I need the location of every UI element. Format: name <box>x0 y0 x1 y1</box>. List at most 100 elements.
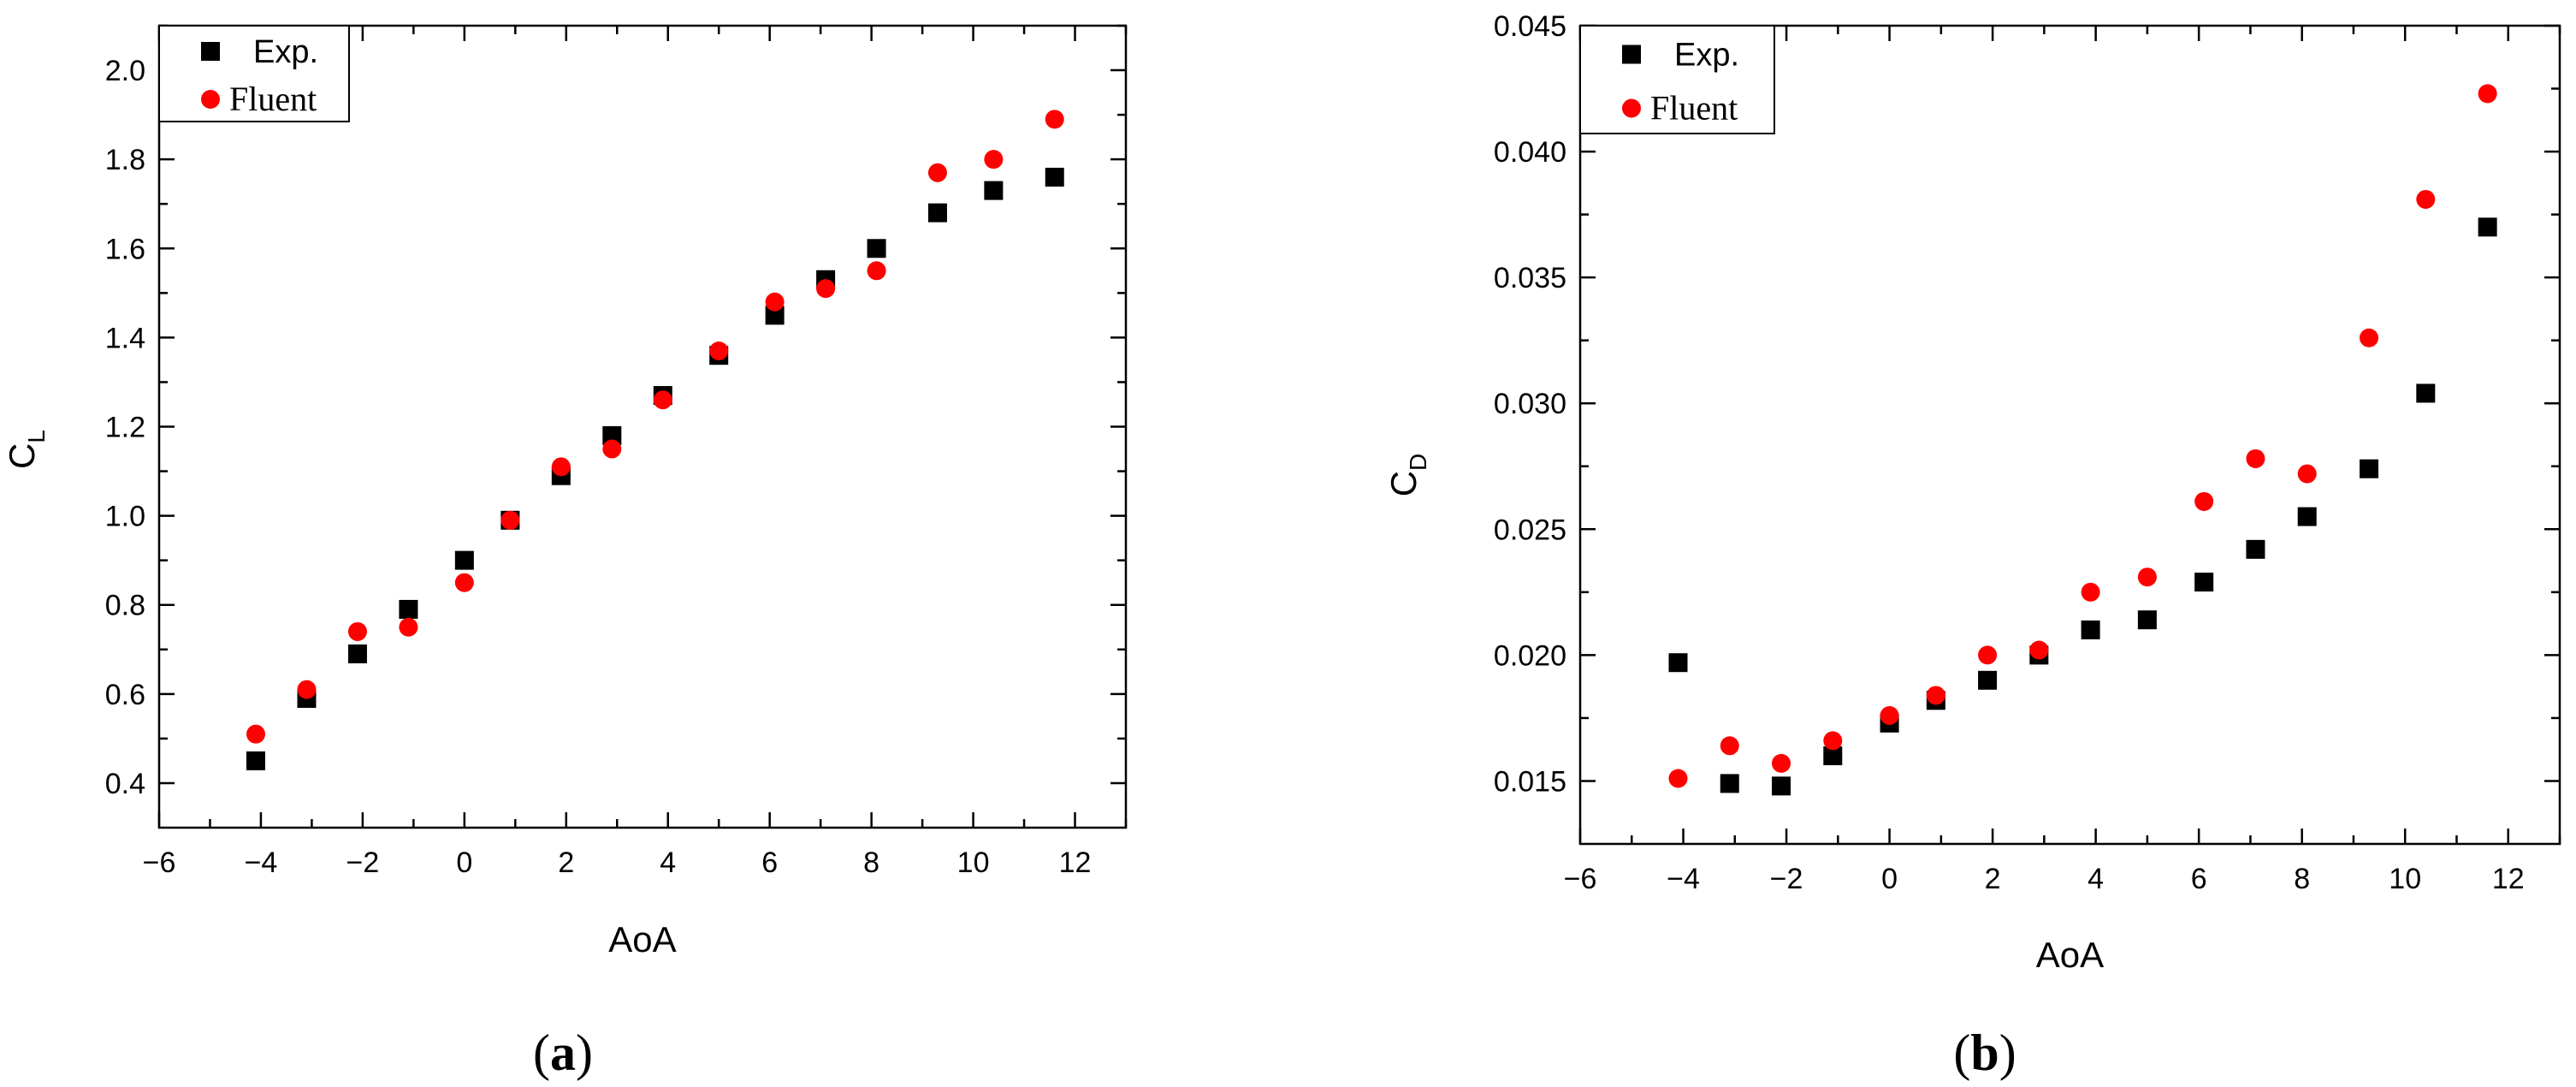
series-fluent <box>1668 84 2497 788</box>
legend-exp-label: Exp. <box>1674 38 1739 74</box>
panel-letter: a <box>550 1025 576 1081</box>
exp-point <box>2416 383 2436 403</box>
exp-point <box>246 751 265 770</box>
y-tick-label: 0.8 <box>105 590 145 622</box>
y-tick-label: 0.045 <box>1494 10 1566 43</box>
x-tick-label: 0 <box>456 846 472 879</box>
legend-fluent-marker <box>1622 98 1641 118</box>
exp-point <box>2478 217 2497 237</box>
panel-label: (a) <box>533 1025 593 1081</box>
fluent-point <box>399 617 418 637</box>
y-axis-title-main: C <box>1383 471 1424 496</box>
fluent-point <box>1720 736 1739 756</box>
x-axis-title: AoA <box>2036 935 2104 975</box>
y-axis-title-subscript: D <box>1405 454 1431 471</box>
fluent-point <box>551 457 571 477</box>
y-tick-label: 1.6 <box>105 233 145 265</box>
chart-panel-a: −6 −4 −2 0 2 4 6 8 10 12 0.4 0.6 0.8 1.0 1.2 1.4 1.6 1.8 2… <box>2 24 1128 1081</box>
fluent-point <box>1668 769 1688 788</box>
x-tick-label: 12 <box>1059 846 1092 879</box>
x-tick-label: 4 <box>660 846 676 879</box>
legend-exp-label: Exp. <box>253 34 318 70</box>
fluent-point <box>1926 686 1945 705</box>
exp-point <box>765 306 785 325</box>
exp-point <box>2194 573 2214 592</box>
y-axis-title: CL <box>2 430 50 469</box>
x-tick-label: 12 <box>2492 863 2525 895</box>
y-tick-label: 1.8 <box>105 144 145 176</box>
y-tick-label: 0.4 <box>105 768 145 800</box>
fluent-point <box>2297 464 2317 484</box>
x-tick-label: 6 <box>761 846 778 879</box>
exp-point <box>1823 746 1843 766</box>
y-tick-label: 1.2 <box>105 412 145 444</box>
exp-point <box>927 203 947 223</box>
fluent-point <box>984 150 1004 169</box>
legend: Exp. Fluent <box>1579 25 1775 134</box>
y-tick-label: 2.0 <box>105 55 145 87</box>
series-exp <box>1668 217 2497 796</box>
exp-point <box>1772 776 1791 796</box>
fluent-point <box>653 390 672 410</box>
x-tick-label: −6 <box>143 846 176 879</box>
fluent-point <box>2416 189 2436 209</box>
fluent-point <box>2137 567 2157 587</box>
series-exp <box>246 167 1064 770</box>
x-tick-label: 0 <box>1881 863 1898 895</box>
x-tick-label: 4 <box>2087 863 2104 895</box>
y-tick-label: 0.015 <box>1494 765 1566 798</box>
fluent-point <box>709 342 729 361</box>
legend-box <box>158 25 350 122</box>
fluent-point <box>867 261 886 281</box>
exp-point <box>984 181 1004 200</box>
exp-point <box>1045 167 1064 187</box>
legend-exp-marker <box>201 42 220 61</box>
legend-fluent-label: Fluent <box>229 80 317 118</box>
fluent-point <box>602 439 622 459</box>
fluent-point <box>816 279 836 299</box>
fluent-point <box>246 724 265 744</box>
x-tick-label: −4 <box>245 846 278 879</box>
x-axis-title: AoA <box>608 919 676 959</box>
fluent-point <box>2029 640 2049 660</box>
x-tick-label: −2 <box>1770 863 1803 895</box>
exp-point <box>399 599 418 619</box>
y-tick-label: 1.0 <box>105 501 145 533</box>
fluent-point <box>2081 582 2100 602</box>
exp-point <box>1720 774 1739 793</box>
x-tick-label: 2 <box>558 846 574 879</box>
x-tick-label: −2 <box>346 846 380 879</box>
x-tick-label: 2 <box>1985 863 2001 895</box>
fluent-point <box>500 510 520 530</box>
legend-box <box>1579 25 1775 134</box>
plot-frame <box>1578 24 2561 846</box>
legend-exp-marker <box>1622 45 1641 64</box>
x-tick-label: 8 <box>2294 863 2310 895</box>
y-axis-title-main: C <box>2 443 42 469</box>
y-axis-title: CD <box>1383 454 1431 497</box>
fluent-point <box>1978 645 1998 665</box>
fluent-point <box>1772 753 1791 773</box>
exp-point <box>867 239 886 258</box>
panel-letter: b <box>1970 1025 1999 1081</box>
fluent-point <box>1045 110 1064 129</box>
exp-point <box>1978 670 1998 690</box>
fluent-point <box>1880 705 1899 725</box>
y-tick-label: 0.040 <box>1494 136 1566 169</box>
exp-point <box>2137 610 2157 630</box>
legend-fluent-label: Fluent <box>1650 89 1738 128</box>
y-tick-label: 0.020 <box>1494 639 1566 672</box>
exp-point <box>454 550 474 570</box>
y-tick-label: 1.4 <box>105 322 145 354</box>
fluent-point <box>927 163 947 182</box>
x-tick-label: −6 <box>1564 863 1597 895</box>
fluent-point <box>454 573 474 592</box>
fluent-point <box>2360 328 2379 347</box>
exp-point <box>347 644 367 663</box>
x-tick-label: 6 <box>2191 863 2207 895</box>
y-tick-label: 0.6 <box>105 679 145 711</box>
x-tick-label: −4 <box>1667 863 1700 895</box>
legend-fluent-marker <box>201 90 220 109</box>
fluent-point <box>765 292 785 312</box>
